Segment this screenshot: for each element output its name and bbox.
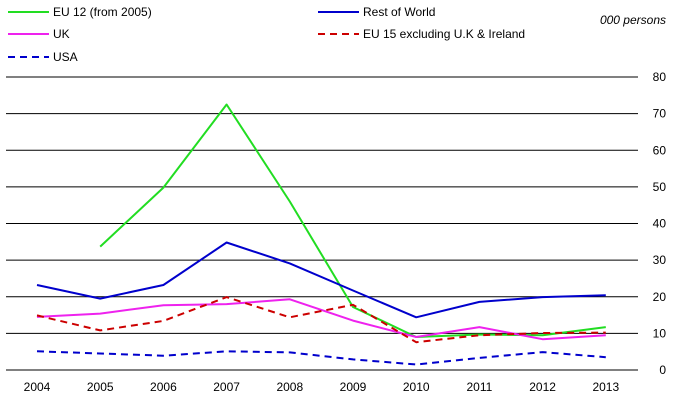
legend-label: EU 15 excluding U.K & Ireland [363, 27, 525, 41]
x-tick-label: 2006 [150, 380, 177, 394]
y-tick-label: 0 [659, 363, 666, 377]
y-tick-label: 80 [653, 70, 667, 84]
legend-label: EU 12 (from 2005) [53, 5, 152, 19]
x-tick-label: 2009 [340, 380, 367, 394]
x-tick-label: 2013 [592, 380, 619, 394]
legend-label: Rest of World [363, 5, 435, 19]
x-tick-label: 2004 [24, 380, 51, 394]
x-tick-label: 2008 [276, 380, 303, 394]
x-tick-label: 2012 [529, 380, 556, 394]
legend-label: USA [53, 50, 78, 64]
x-tick-label: 2005 [87, 380, 114, 394]
x-tick-label: 2007 [213, 380, 240, 394]
y-tick-label: 50 [653, 180, 667, 194]
series-line-eu-15-excluding-u-k-ireland [36, 296, 606, 344]
legend: EU 12 (from 2005) Rest of World UK EU 15 ex… [8, 5, 525, 64]
y-tick-label: 70 [653, 107, 667, 121]
y-tick-label: 20 [653, 290, 667, 304]
y-tick-label: 60 [653, 143, 667, 157]
y-axis-ticks: 0 10 20 30 40 50 60 70 80 [653, 70, 667, 377]
y-tick-label: 30 [653, 253, 667, 267]
y-tick-label: 40 [653, 217, 667, 231]
series-line-eu-12-from-2005 [99, 103, 606, 338]
x-axis-ticks: 2004 2005 2006 2007 2008 2009 2010 2011 2012 2013 [24, 380, 620, 394]
series-lines [36, 103, 606, 366]
gridlines [6, 76, 638, 371]
unit-label: 000 persons [600, 13, 666, 27]
legend-label: UK [53, 27, 70, 41]
series-line-usa [36, 350, 606, 366]
x-tick-label: 2011 [466, 380, 492, 394]
y-tick-label: 10 [653, 326, 667, 340]
x-tick-label: 2010 [403, 380, 430, 394]
series-line-rest-of-world [36, 241, 606, 319]
